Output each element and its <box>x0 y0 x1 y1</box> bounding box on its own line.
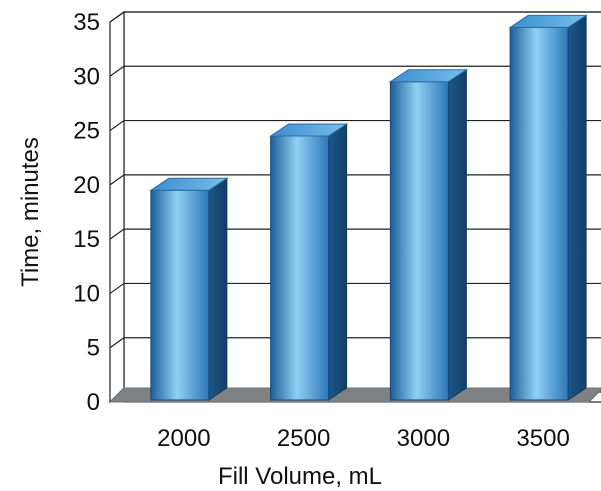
grid-depth-line-35 <box>109 11 125 23</box>
bar-top-3500 <box>508 14 588 28</box>
chart-floor <box>108 387 601 403</box>
bar-front-2000 <box>150 189 210 401</box>
x-tick-label: 3000 <box>397 425 450 452</box>
bar-3000 <box>388 68 469 401</box>
x-tick-label: 3500 <box>516 425 569 452</box>
bar-3500 <box>508 14 588 401</box>
y-tick-label: 5 <box>87 335 100 362</box>
bar-top-2500 <box>268 123 349 137</box>
bar-side-3500 <box>567 14 587 401</box>
grid-depth-line-15 <box>109 228 125 240</box>
grid-depth-line-30 <box>109 65 125 77</box>
y-tick-label: 20 <box>73 172 100 199</box>
bar-2000 <box>149 177 229 401</box>
y-tick-label: 25 <box>73 118 100 145</box>
bar-2500 <box>268 123 349 401</box>
y-axis-title: Time, minutes <box>17 137 44 287</box>
bar-top-2000 <box>149 177 229 191</box>
y-axis-tick-labels: 0 5 10 15 20 25 30 35 <box>73 9 100 416</box>
grid-depth-line-25 <box>109 120 125 132</box>
x-axis-title: Fill Volume, mL <box>218 463 382 490</box>
floor-layer <box>108 387 601 403</box>
grid-depth-line-10 <box>109 282 125 294</box>
x-axis-tick-labels: 2000 2500 3000 3500 <box>157 425 570 452</box>
bar-layer <box>149 14 588 401</box>
y-tick-label: 35 <box>73 9 100 36</box>
left-wall <box>109 10 125 404</box>
bar-top-3000 <box>388 69 469 83</box>
bar-side-2500 <box>328 123 348 401</box>
grid-depth-line-5 <box>109 337 125 349</box>
bar-side-2000 <box>208 177 228 401</box>
x-tick-label: 2000 <box>157 425 210 452</box>
x-tick-label: 2500 <box>277 425 330 452</box>
bar-front-3000 <box>389 81 449 401</box>
bar-front-3500 <box>509 26 569 401</box>
bar-front-2500 <box>270 135 330 401</box>
y-tick-label: 30 <box>73 63 100 90</box>
y-tick-label: 15 <box>73 226 100 253</box>
y-tick-label: 0 <box>87 389 100 416</box>
grid-depth-line-20 <box>109 174 125 186</box>
bar-side-3000 <box>447 68 467 401</box>
y-tick-label: 10 <box>73 280 100 307</box>
